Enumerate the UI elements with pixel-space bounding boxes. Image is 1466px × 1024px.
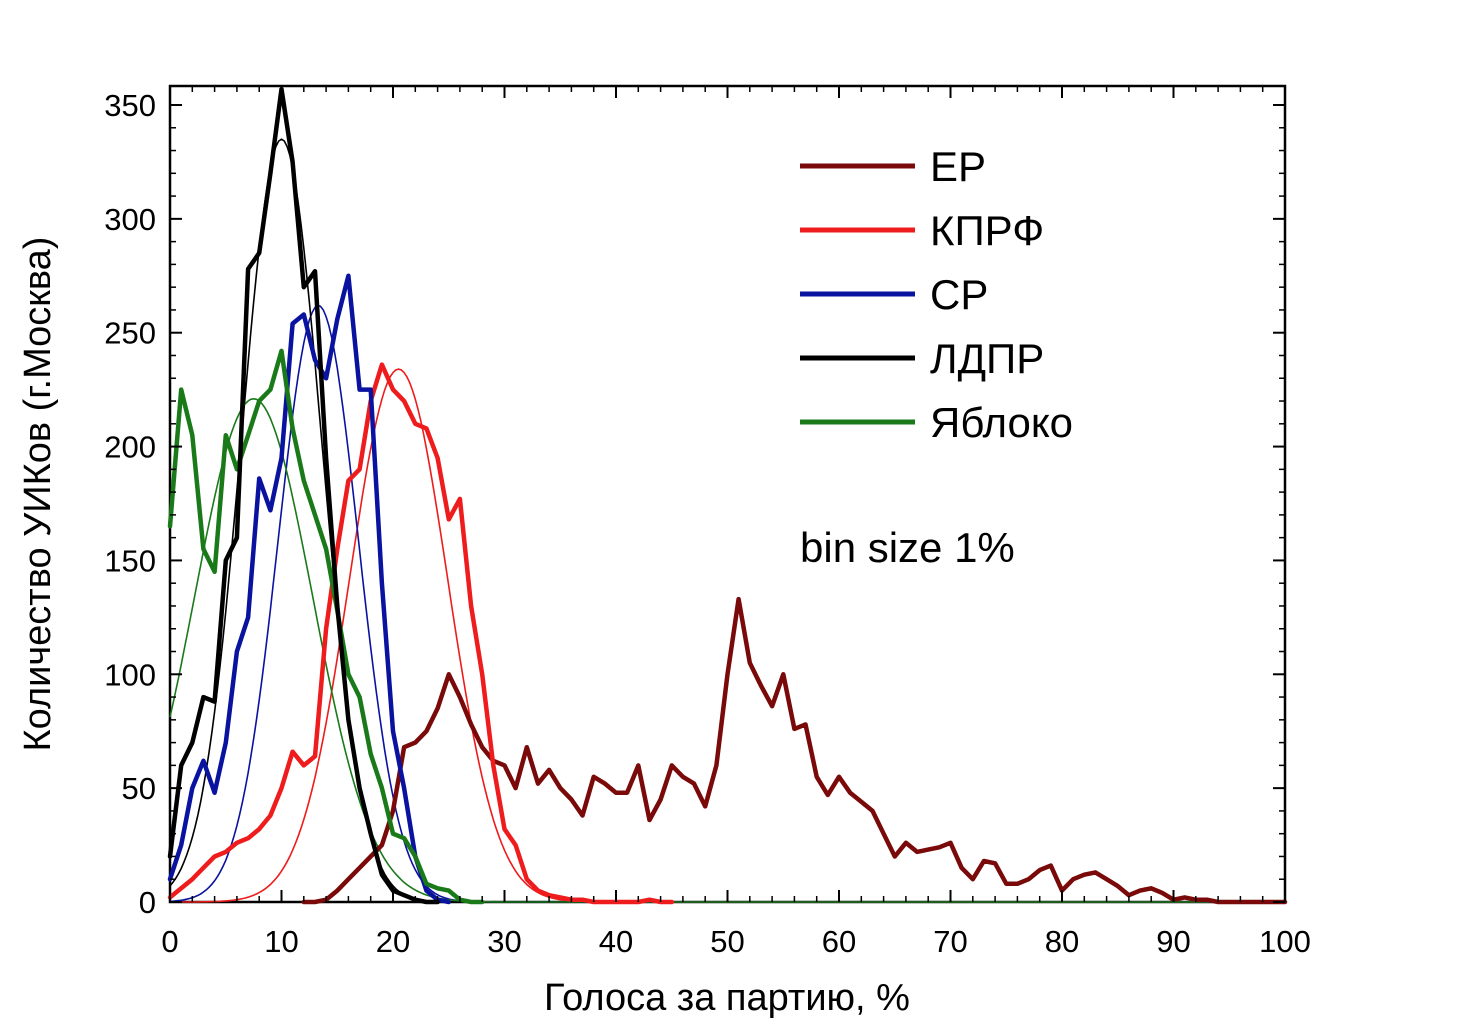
y-tick-label: 0 [139, 885, 156, 920]
data-series [167, 86, 1288, 905]
x-tick-label: 80 [1045, 924, 1079, 959]
y-tick-label: 250 [104, 316, 156, 351]
series-line-кпрф [167, 362, 675, 905]
x-tick-label: 60 [822, 924, 856, 959]
x-tick-label: 90 [1156, 924, 1190, 959]
x-tick-label: 0 [161, 924, 178, 959]
legend: ЕР КПРФ СР ЛДПР Яблоко [800, 143, 1073, 446]
y-tick-label: 350 [104, 88, 156, 123]
y-tick-label: 50 [122, 771, 156, 806]
axis-ticks [169, 86, 1286, 903]
fit-line-лдпр-fit [169, 138, 1285, 903]
series-line-яблоко [167, 348, 485, 905]
fit-line-яблоко-fit [169, 397, 1285, 903]
y-tick-label: 300 [104, 202, 156, 237]
series-line-ср [167, 273, 452, 905]
x-tick-label: 40 [599, 924, 633, 959]
y-tick-label: 150 [104, 543, 156, 578]
legend-label-кпрф: КПРФ [930, 207, 1044, 254]
x-tick-label: 70 [933, 924, 967, 959]
plot-area [168, 84, 1287, 904]
axis-tick-labels: 0 10 20 30 40 50 60 70 80 90 100 0 50 100 150 200 250 300… [104, 88, 1311, 959]
bin-size-annotation: bin size 1% [800, 524, 1015, 571]
x-tick-label: 10 [264, 924, 298, 959]
x-tick-label: 30 [487, 924, 521, 959]
x-tick-label: 100 [1259, 924, 1311, 959]
y-tick-label: 200 [104, 430, 156, 465]
legend-label-яблоко: Яблоко [930, 399, 1073, 446]
y-tick-label: 100 [104, 657, 156, 692]
x-axis-title: Голоса за партию, % [544, 977, 910, 1019]
legend-label-лдпр: ЛДПР [930, 335, 1044, 382]
x-tick-label: 50 [710, 924, 744, 959]
y-axis-title: Количество УИКов (г.Москва) [17, 237, 59, 752]
legend-label-ер: ЕР [930, 143, 986, 190]
series-line-ер [301, 596, 1288, 905]
fitted-curves [169, 138, 1285, 903]
fit-line-кпрф-fit [170, 368, 1285, 903]
x-tick-label: 20 [376, 924, 410, 959]
legend-label-ср: СР [930, 271, 988, 318]
